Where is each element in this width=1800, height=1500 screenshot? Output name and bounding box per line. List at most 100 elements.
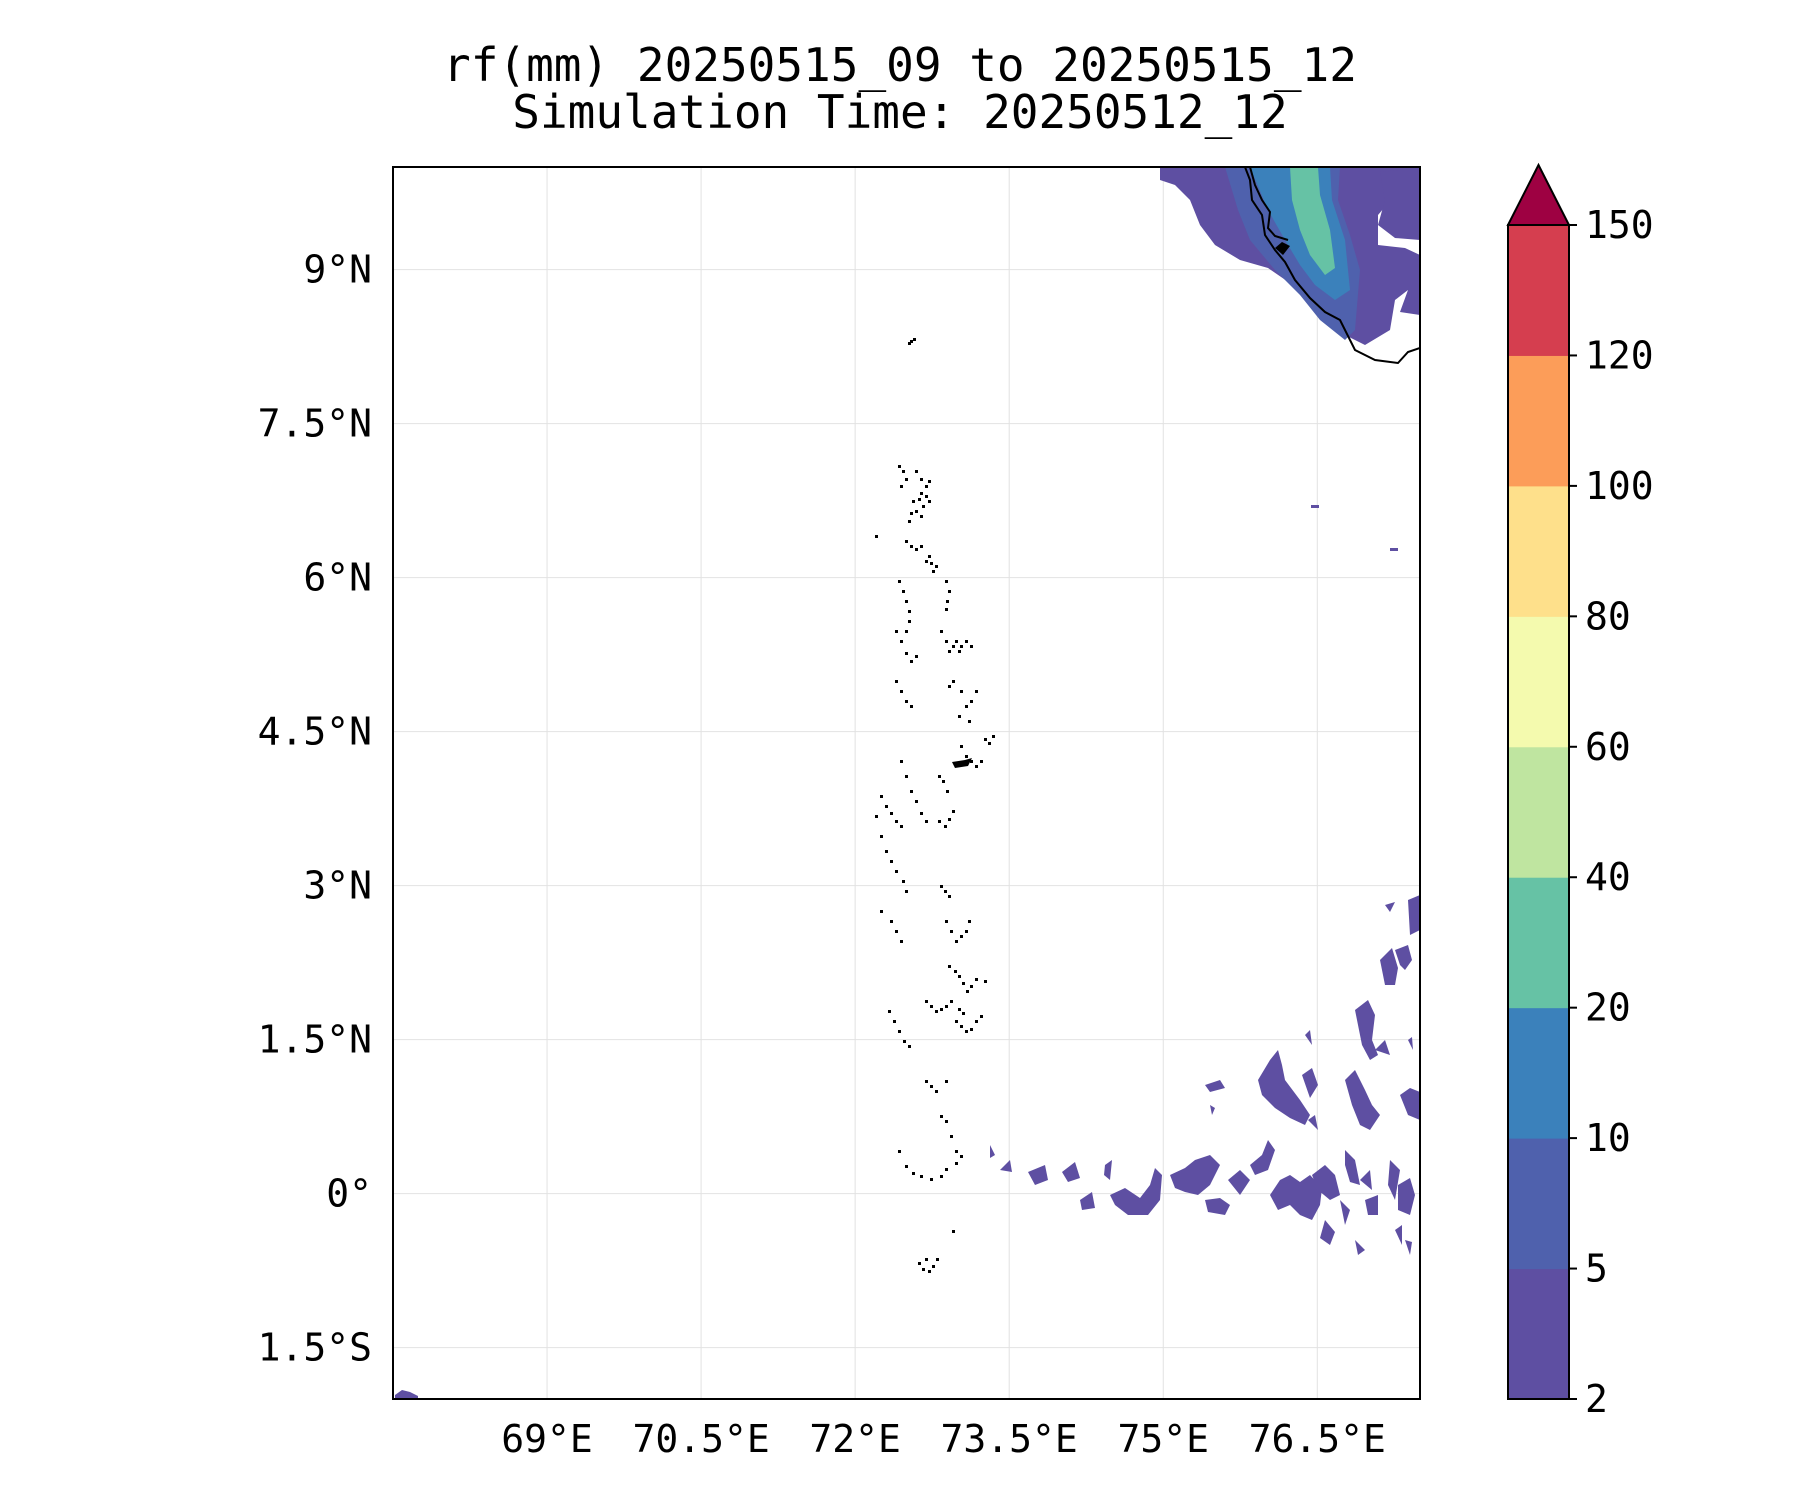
atoll-dot (908, 620, 911, 623)
atoll-dot (970, 760, 973, 763)
india-coastline (1244, 167, 1420, 365)
atoll-dot (945, 920, 948, 923)
atoll-dot (920, 478, 923, 481)
lon-tick-label: 72°E (809, 1417, 901, 1461)
atoll-dot (920, 812, 923, 815)
atoll-dot (945, 1120, 948, 1123)
atoll-dot (968, 720, 971, 723)
atoll-dot (925, 1080, 928, 1083)
rain-area-ne-core (1290, 167, 1335, 275)
atoll-dot (935, 1090, 938, 1093)
atoll-dot (960, 1025, 963, 1028)
atoll-dot (910, 340, 913, 343)
atoll-dot (915, 655, 918, 658)
atoll-dot (900, 940, 903, 943)
atoll-dot (966, 990, 969, 993)
atoll-dot (930, 1085, 933, 1088)
atoll-dot (890, 920, 893, 923)
atoll-dot (920, 545, 923, 548)
colorbar-tick-label: 5 (1585, 1247, 1608, 1291)
atoll-dot (975, 765, 978, 768)
atoll-dot (958, 1008, 961, 1011)
atoll-dot (948, 818, 951, 821)
atoll-dot (965, 930, 968, 933)
atoll-dot (898, 1030, 901, 1033)
atoll-dot (962, 982, 965, 985)
atoll-dot (925, 495, 928, 498)
lat-tick-label: 4.5°N (258, 710, 372, 754)
lon-tick-label: 75°E (1117, 1417, 1209, 1461)
atoll-dot (928, 480, 931, 483)
atoll-dot (908, 520, 911, 523)
colorbar-tick-label: 2 (1585, 1377, 1608, 1421)
atoll-dot (905, 700, 908, 703)
atoll-dot (900, 640, 903, 643)
atoll-dot (945, 1168, 948, 1171)
atoll-dot (992, 735, 995, 738)
atoll-dot (940, 630, 943, 633)
atoll-dot (905, 652, 908, 655)
atoll-dot (895, 930, 898, 933)
atoll-dot (975, 690, 978, 693)
atoll-dot (928, 555, 931, 558)
atoll-dot (950, 930, 953, 933)
atoll-dot (920, 492, 923, 495)
atoll-dot (902, 470, 905, 473)
atoll-dot (925, 1258, 928, 1261)
atoll-dot (952, 680, 955, 683)
atoll-dot (952, 645, 955, 648)
atoll-dot (930, 1178, 933, 1181)
lon-tick-label: 76.5°E (1249, 1417, 1386, 1461)
atoll-dot (960, 745, 963, 748)
atoll-dot (910, 545, 913, 548)
colorbar-tick-label: 100 (1585, 464, 1654, 508)
atoll-dot (938, 775, 941, 778)
atoll-dot (932, 1265, 935, 1268)
colorbar-tick-label: 10 (1585, 1116, 1631, 1160)
lat-tick-label: 0° (326, 1172, 372, 1216)
gridlines (393, 167, 1420, 1399)
atoll-dot (915, 510, 918, 513)
atoll-dot (944, 890, 947, 893)
atoll-dot (910, 512, 913, 515)
atoll-dot (970, 700, 973, 703)
atoll-dot (948, 590, 951, 593)
colorbar-tick-label: 60 (1585, 725, 1631, 769)
colorbar-tick-label: 120 (1585, 333, 1654, 377)
atoll-dot (918, 1262, 921, 1265)
colorbar: 2 5 10 20 40 60 80 100 120 150 (1506, 162, 1654, 1421)
atoll-dot (893, 1020, 896, 1023)
atoll-dot (910, 705, 913, 708)
rain-speck (1390, 548, 1398, 551)
atoll-dot (948, 965, 951, 968)
colorbar-tick-label: 20 (1585, 986, 1631, 1030)
atoll-dot (885, 850, 888, 853)
atoll-dot (880, 910, 883, 913)
atoll-dot (954, 970, 957, 973)
atoll-dot (905, 1165, 908, 1168)
atoll-dot (940, 1175, 943, 1178)
atoll-dot (900, 485, 903, 488)
colorbar-segment (1508, 485, 1569, 617)
india-backwaters (1249, 167, 1289, 241)
atoll-dot (928, 500, 931, 503)
rainfall-layer (395, 167, 1420, 1399)
atoll-dot (948, 685, 951, 688)
atoll-dot (948, 895, 951, 898)
atoll-dot (970, 985, 973, 988)
atoll-dot (890, 860, 893, 863)
atoll-dot (952, 1230, 955, 1233)
colorbar-segment (1508, 877, 1569, 1009)
atoll-dot (912, 1172, 915, 1175)
atoll-dot (925, 820, 928, 823)
atoll-dot (910, 790, 913, 793)
atoll-dot (946, 790, 949, 793)
atoll-dot (952, 810, 955, 813)
chart-title: rf(mm) 20250515_09 to 20250515_12 (443, 38, 1357, 92)
colorbar-segment (1508, 746, 1569, 878)
atoll-dot (958, 975, 961, 978)
atoll-dot (958, 650, 961, 653)
colorbar-segment (1508, 1007, 1569, 1139)
atoll-dot (950, 1135, 953, 1138)
